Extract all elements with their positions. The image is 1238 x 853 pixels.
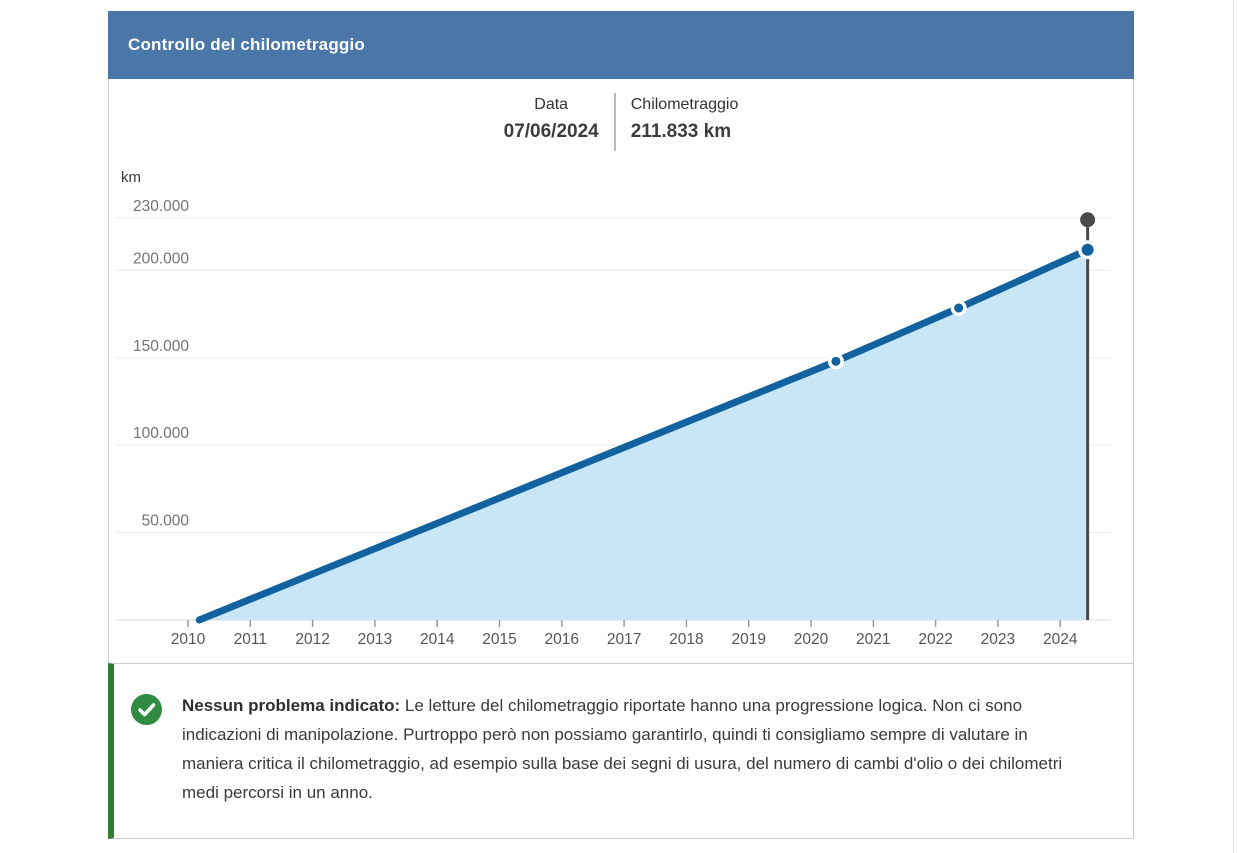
mileage-chart[interactable]: km 230.000 200.000 150.000 100.000 50.000 2010… xyxy=(109,160,1133,670)
x-tick-label: 2024 xyxy=(1043,631,1078,648)
x-tick-label: 2013 xyxy=(358,631,392,648)
cursor-pin-head[interactable] xyxy=(1080,212,1096,228)
tooltip-mileage-column: Chilometraggio 211.833 km xyxy=(631,93,739,151)
mileage-label: Chilometraggio xyxy=(630,96,739,113)
mileage-value: 211.833 km xyxy=(630,121,732,142)
card-header: Controllo del chilometraggio xyxy=(108,11,1134,79)
mileage-line xyxy=(195,246,1092,624)
chart-section: Data 07/06/2024 Chilometraggio 211.833 k… xyxy=(108,79,1134,663)
y-tick-label: 230.000 xyxy=(133,198,189,215)
y-tick-label: 50.000 xyxy=(142,513,190,530)
page-right-border xyxy=(1233,0,1234,853)
y-tick-label: 200.000 xyxy=(133,250,189,267)
result-note: Nessun problema indicato: Le letture del… xyxy=(108,663,1134,839)
data-point[interactable] xyxy=(954,303,964,313)
y-tick-label: 100.000 xyxy=(133,425,189,442)
x-tick-label: 2019 xyxy=(731,631,765,648)
x-tick-label: 2022 xyxy=(918,631,952,648)
note-text: Nessun problema indicato: Le letture del… xyxy=(182,691,1067,838)
x-tick-label: 2018 xyxy=(669,631,703,648)
card-title: Controllo del chilometraggio xyxy=(128,35,365,54)
y-axis-unit-label: km xyxy=(121,169,141,186)
mileage-area-fill xyxy=(199,249,1088,620)
chart-tooltip: Data 07/06/2024 Chilometraggio 211.833 k… xyxy=(109,79,1133,151)
mileage-check-card: Controllo del chilometraggio Data 07/06/… xyxy=(108,11,1134,839)
note-title: Nessun problema indicato: xyxy=(182,696,401,715)
note-body: Le letture del chilometraggio riportate … xyxy=(182,696,1063,802)
x-tick-label: 2017 xyxy=(607,631,641,648)
x-tick-label: 2014 xyxy=(420,631,455,648)
tooltip-divider xyxy=(613,93,616,151)
y-tick-label: 150.000 xyxy=(133,338,189,355)
date-value: 07/06/2024 xyxy=(503,121,599,142)
data-point[interactable] xyxy=(1081,243,1094,256)
x-tick-label: 2011 xyxy=(234,631,267,648)
x-tick-label: 2012 xyxy=(295,631,329,648)
data-point[interactable] xyxy=(831,356,841,366)
x-tick-label: 2016 xyxy=(545,631,579,648)
check-circle-icon xyxy=(131,694,162,725)
x-tick-label: 2023 xyxy=(981,631,1015,648)
check-circle-bg xyxy=(131,694,162,725)
x-tick-label: 2021 xyxy=(856,631,890,648)
date-label: Data xyxy=(534,96,569,113)
x-tick-label: 2015 xyxy=(482,631,516,648)
x-tick-label: 2020 xyxy=(794,631,829,648)
tooltip-date-column: Data 07/06/2024 xyxy=(504,93,599,151)
x-tick-label: 2010 xyxy=(171,631,206,648)
